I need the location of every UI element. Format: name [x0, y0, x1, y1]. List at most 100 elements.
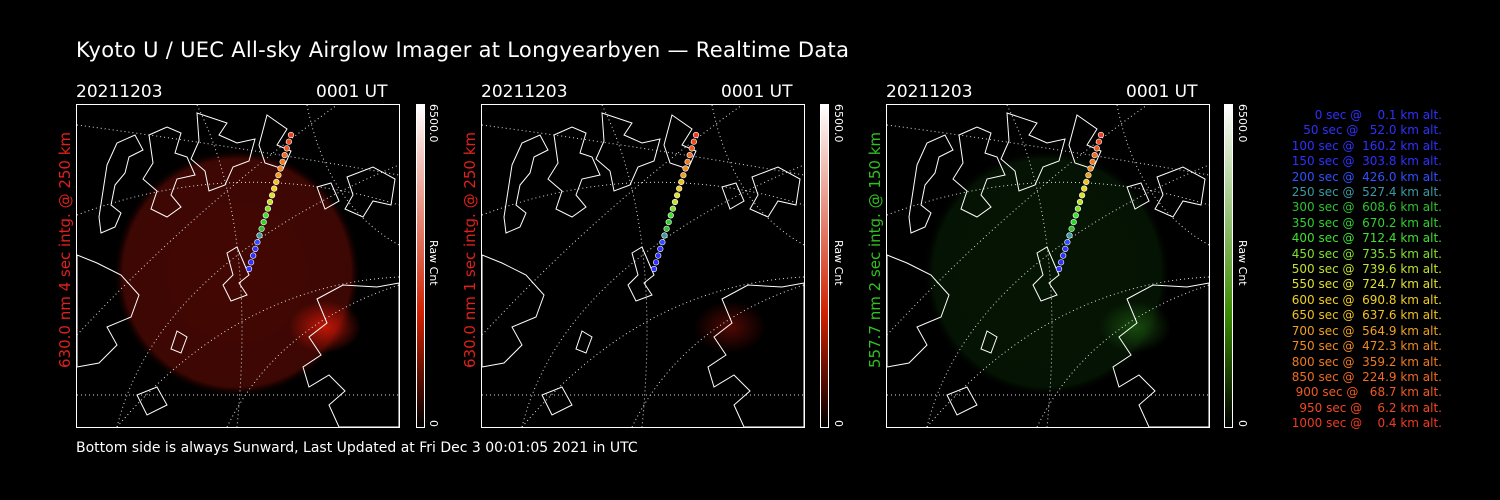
trajectory-point	[1085, 172, 1092, 179]
trajectory-point	[281, 151, 288, 159]
trajectory-point	[269, 192, 276, 199]
trajectory-point	[258, 225, 265, 232]
panel-2-date: 20211203	[481, 82, 568, 102]
trajectory-point	[283, 145, 290, 152]
trajectory-point	[275, 172, 282, 179]
coastline	[887, 112, 1209, 427]
trajectory-point	[273, 178, 280, 185]
aurora-patch	[694, 301, 766, 353]
panel-2-sky-image	[481, 104, 805, 428]
panel-1-colorbar-unit: Raw Cnt	[427, 240, 440, 286]
legend-entry: 950 sec @ 6.2 km alt.	[1299, 400, 1442, 415]
aurora-patch	[289, 301, 361, 353]
panel-3-sky-image	[886, 104, 1210, 428]
trajectory-point	[684, 158, 691, 165]
trajectory-point	[671, 198, 679, 206]
trajectory-point	[1091, 151, 1098, 159]
panel-3-time: 0001 UT	[1126, 82, 1198, 102]
trajectory-point	[1064, 239, 1071, 246]
aurora-patch	[1099, 301, 1171, 353]
panel-1-sky-image	[76, 104, 400, 428]
trajectory-point	[674, 192, 681, 199]
legend-entry: 100 sec @ 160.2 km alt.	[1291, 138, 1442, 153]
legend-entry: 150 sec @ 303.8 km alt.	[1291, 154, 1442, 169]
coastline	[482, 112, 804, 427]
airglow-fov	[923, 149, 1171, 397]
trajectory-point	[690, 138, 697, 145]
lat-lon-grid	[482, 105, 804, 427]
panel-1-time: 0001 UT	[316, 82, 388, 102]
trajectory-point	[1076, 198, 1084, 206]
trajectory-point	[1089, 158, 1096, 165]
legend-entry: 400 sec @ 712.4 km alt.	[1291, 231, 1442, 246]
trajectory-point	[657, 245, 664, 252]
trajectory-point	[659, 239, 666, 246]
trajectory-point	[692, 131, 700, 139]
trajectory-point	[1070, 218, 1077, 226]
trajectory-point	[1058, 259, 1065, 266]
panel-3-colorbar	[1224, 104, 1233, 428]
trajectory-point	[678, 178, 685, 185]
trajectory-point	[262, 212, 269, 219]
trajectory-point	[260, 218, 267, 226]
trajectory-point	[277, 165, 284, 172]
page-title: Kyoto U / UEC All-sky Airglow Imager at …	[76, 38, 850, 62]
trajectory-point	[285, 138, 292, 145]
trajectory-point	[1093, 145, 1100, 152]
panel-2-time: 0001 UT	[721, 82, 793, 102]
trajectory-point	[682, 165, 689, 172]
trajectory	[1055, 131, 1105, 273]
legend-entry: 250 sec @ 527.4 km alt.	[1291, 185, 1442, 200]
panel-1-colorbar-max: 6500.0	[427, 104, 440, 143]
panel-2-map	[482, 105, 804, 427]
trajectory-point	[248, 259, 255, 266]
trajectory-point	[1066, 232, 1073, 239]
trajectory-point	[271, 185, 278, 192]
trajectory-point	[252, 245, 259, 252]
trajectory-point	[1095, 138, 1102, 145]
trajectory-point	[663, 225, 670, 232]
trajectory-point	[661, 232, 668, 239]
legend-entry: 0 sec @ 0.1 km alt.	[1314, 108, 1442, 122]
trajectory-point	[1062, 245, 1069, 252]
legend-entry: 550 sec @ 724.7 km alt.	[1291, 277, 1442, 292]
panel-2-colorbar	[820, 104, 829, 428]
legend-entry: 50 sec @ 52.0 km alt.	[1303, 123, 1442, 138]
panel-2-colorbar-min: 0	[832, 420, 845, 427]
trajectory-point	[669, 205, 676, 212]
airglow-fov	[518, 149, 766, 397]
trajectory-point	[1068, 225, 1075, 232]
legend-entry: 300 sec @ 608.6 km alt.	[1291, 200, 1442, 215]
panel-2-side-label: 630.0 nm 1 sec intg. @ 250 km	[461, 131, 479, 368]
legend-entry: 900 sec @ 68.7 km alt.	[1295, 385, 1442, 400]
trajectory-point	[1079, 192, 1086, 199]
legend-entry: 850 sec @ 224.9 km alt.	[1291, 369, 1442, 384]
trajectory-point	[667, 212, 674, 219]
trajectory-point	[256, 232, 263, 239]
legend-entry: 750 sec @ 472.3 km alt.	[1291, 339, 1442, 354]
trajectory-point	[245, 265, 253, 273]
trajectory-point	[1074, 205, 1081, 212]
panel-3-colorbar-max: 6500.0	[1236, 104, 1249, 143]
panel-3-date: 20211203	[886, 82, 973, 102]
panel-3-side-label: 557.7 nm 2 sec intg. @ 150 km	[866, 131, 884, 368]
panel-1-map	[77, 105, 399, 427]
legend-entry: 500 sec @ 739.6 km alt.	[1291, 262, 1442, 277]
panel-3-colorbar-min: 0	[1236, 420, 1249, 427]
legend-entry: 200 sec @ 426.0 km alt.	[1291, 169, 1442, 184]
trajectory-point	[653, 259, 660, 266]
panel-1-date: 20211203	[76, 82, 163, 102]
trajectory-point	[266, 198, 274, 206]
trajectory-point	[1087, 165, 1094, 172]
trajectory-point	[688, 145, 695, 152]
trajectory-point	[1055, 265, 1063, 273]
trajectory-point	[1060, 252, 1067, 259]
trajectory-point	[680, 172, 687, 179]
trajectory-point	[650, 265, 658, 273]
trajectory-point	[1097, 131, 1105, 139]
trajectory-point	[676, 185, 683, 192]
legend-entry: 600 sec @ 690.8 km alt.	[1291, 292, 1442, 307]
trajectory	[245, 131, 295, 273]
legend-entry: 350 sec @ 670.2 km alt.	[1291, 215, 1442, 230]
trajectory-point	[665, 218, 672, 226]
